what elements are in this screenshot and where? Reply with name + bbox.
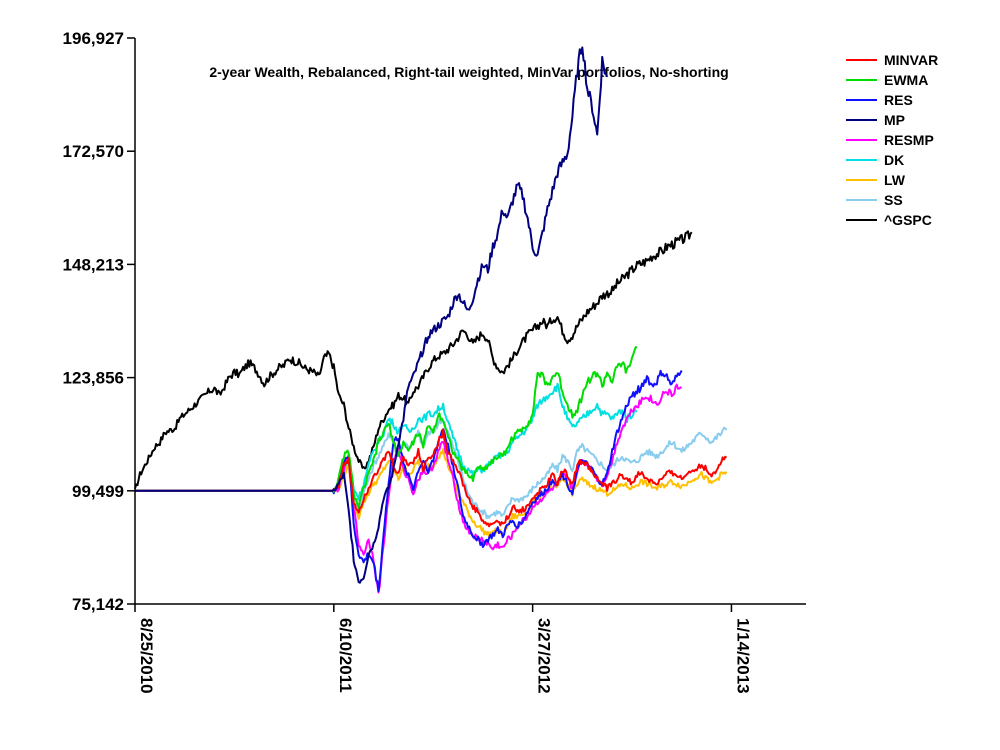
legend-item: RES	[846, 92, 913, 108]
legend-label: RES	[884, 92, 913, 108]
y-tick-label: 172,570	[63, 142, 124, 161]
legend-item: RESMP	[846, 132, 934, 148]
legend-item: SS	[846, 192, 903, 208]
x-tick-label: 3/27/2012	[535, 618, 554, 694]
legend-label: MINVAR	[884, 52, 938, 68]
y-tick-label: 123,856	[63, 369, 124, 388]
legend-label: ^GSPC	[884, 212, 932, 228]
legend-item: EWMA	[846, 72, 928, 88]
series-line-minvar	[135, 428, 728, 528]
legend-item: DK	[846, 152, 904, 168]
y-tick-label: 148,213	[63, 255, 124, 274]
legend-label: RESMP	[884, 132, 934, 148]
legend-label: LW	[884, 172, 906, 188]
legend-label: EWMA	[884, 72, 928, 88]
series-line-mp	[135, 46, 609, 584]
series-line-dk	[135, 382, 638, 501]
plot-area	[134, 38, 806, 605]
legend-item: LW	[846, 172, 906, 188]
legend-item: ^GSPC	[846, 212, 932, 228]
series-line-gspc	[134, 230, 693, 489]
y-tick-label: 99,499	[72, 482, 124, 501]
y-tick-label: 196,927	[63, 29, 124, 48]
legend-item: MINVAR	[846, 52, 938, 68]
y-tick-label: 75,142	[72, 595, 124, 614]
x-tick-label: 6/10/2011	[336, 618, 355, 693]
legend-label: SS	[884, 192, 903, 208]
series-line-ewma	[135, 346, 638, 510]
x-axis: 8/25/2010 6/10/2011 3/27/2012 1/14/2013	[134, 604, 752, 694]
legend-label: DK	[884, 152, 904, 168]
series-lines	[134, 46, 728, 594]
legend-label: MP	[884, 112, 905, 128]
legend-item: MP	[846, 112, 905, 128]
chart-title: 2-year Wealth, Rebalanced, Right-tail we…	[209, 64, 728, 80]
x-tick-label: 1/14/2013	[733, 618, 752, 694]
x-tick-label: 8/25/2010	[137, 618, 156, 694]
y-axis: 75,142 99,499 123,856 148,213 172,570 196,927	[63, 29, 135, 614]
